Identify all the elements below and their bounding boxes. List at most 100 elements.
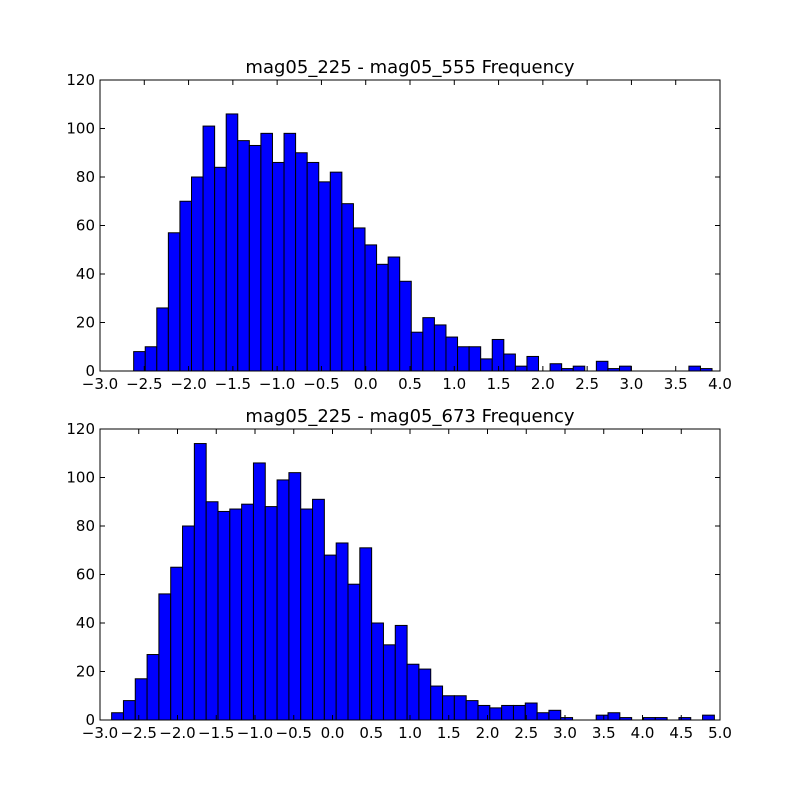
x-tick-label: −1.0 — [259, 375, 295, 393]
histogram-bar — [526, 355, 540, 372]
histogram-bar — [341, 203, 354, 372]
x-tick-label: 1.0 — [398, 724, 422, 742]
histogram-bar — [202, 125, 216, 372]
x-tick-label: −3.0 — [82, 724, 118, 742]
x-tick-label: −2.0 — [159, 724, 195, 742]
y-tick-label: 60 — [76, 217, 95, 235]
histogram-bar — [158, 593, 172, 721]
histogram-panel-top: mag05_225 - mag05_555 Frequency −3.0 −2.5… — [66, 57, 732, 393]
x-tick-label: −2.0 — [170, 375, 206, 393]
histogram-bar — [491, 338, 505, 372]
y-tick-label: 120 — [66, 71, 95, 89]
histogram-bar — [480, 358, 493, 372]
x-tick-label: 3.0 — [619, 375, 643, 393]
histogram-bar — [536, 712, 550, 721]
histogram-bar — [276, 479, 290, 721]
histogram-bar — [229, 508, 243, 721]
x-tick-label: 1.5 — [437, 724, 461, 742]
histogram-bar — [205, 501, 219, 721]
histogram-bar — [182, 525, 195, 721]
histogram-bar — [394, 624, 408, 721]
histogram-bar — [306, 161, 320, 372]
x-tick-label: 3.5 — [664, 375, 688, 393]
histogram-bar — [271, 161, 285, 372]
histogram-bar — [264, 506, 278, 721]
histogram-panel-bottom: mag05_225 - mag05_673 Frequency −3.0 −2.5… — [66, 406, 732, 742]
x-tick-label: −3.0 — [82, 375, 118, 393]
x-tick-label: −0.5 — [303, 375, 339, 393]
histogram-bar — [133, 351, 146, 372]
histogram-bar — [217, 510, 231, 721]
y-tick-label: 40 — [76, 614, 95, 632]
x-tick-label: −2.5 — [121, 724, 157, 742]
x-tick-label: 1.0 — [442, 375, 466, 393]
x-tick-label: 0.0 — [354, 375, 378, 393]
histogram-bar — [430, 685, 444, 721]
histogram-bar — [237, 140, 250, 372]
chart-title-top: mag05_225 - mag05_555 Frequency — [245, 57, 574, 78]
y-tick-label: 20 — [76, 663, 95, 681]
histogram-bar — [688, 365, 701, 372]
x-tick-label: 0.5 — [398, 375, 422, 393]
x-tick-label: −1.5 — [215, 375, 251, 393]
histogram-bar — [406, 663, 420, 721]
x-tick-label: 2.0 — [531, 375, 555, 393]
bars-top — [133, 113, 713, 372]
histogram-bar — [134, 678, 148, 721]
bars-bottom — [111, 443, 715, 721]
histogram-bar — [347, 583, 361, 721]
histogram-bar — [288, 472, 302, 721]
histogram-bar — [607, 712, 621, 721]
histogram-bar — [477, 704, 491, 721]
histogram-bar — [489, 707, 503, 721]
y-tick-label: 80 — [76, 168, 95, 186]
histogram-bar — [352, 227, 366, 372]
y-tick-label: 60 — [76, 566, 95, 584]
x-tick-label: −1.0 — [237, 724, 273, 742]
histogram-bar — [512, 704, 526, 721]
histogram-bar — [170, 566, 184, 721]
histogram-bar — [248, 144, 262, 372]
histogram-bar — [501, 704, 514, 721]
histogram-bar — [193, 443, 207, 721]
histogram-bar — [387, 256, 401, 372]
histogram-bar — [323, 554, 337, 721]
histogram-bar — [260, 132, 273, 372]
y-tick-label: 120 — [66, 420, 95, 438]
histogram-bar — [295, 152, 308, 372]
histogram-bar — [167, 232, 181, 372]
histogram-bar — [144, 346, 158, 372]
x-tick-label: 4.0 — [631, 724, 655, 742]
x-tick-label: 5.0 — [708, 724, 732, 742]
x-tick-label: −0.5 — [276, 724, 312, 742]
chart-title-bottom: mag05_225 - mag05_673 Frequency — [245, 406, 574, 427]
y-tick-label: 0 — [85, 711, 95, 729]
x-tick-label: 2.5 — [514, 724, 538, 742]
histogram-bar — [241, 503, 254, 721]
histogram-bar — [371, 622, 384, 721]
x-tick-label: −1.5 — [198, 724, 234, 742]
y-tick-label: 100 — [66, 120, 95, 138]
y-tick-label: 80 — [76, 517, 95, 535]
histogram-bar — [399, 280, 412, 372]
y-tick-label: 40 — [76, 265, 95, 283]
ticks-bottom: −3.0 −2.5 −2.0 −1.5 −1.0 −0.5 0.0 0.5 1.0 1.5 2.0 2… — [66, 420, 732, 742]
y-tick-label: 20 — [76, 314, 95, 332]
histogram-bar — [418, 668, 432, 721]
y-tick-label: 0 — [85, 362, 95, 380]
histogram-bar — [146, 654, 160, 721]
histogram-bar — [410, 331, 424, 372]
ticks-top: −3.0 −2.5 −2.0 −1.5 −1.0 −0.5 0.0 0.5 1.0 1.5 2.0 2… — [66, 71, 732, 393]
histogram-bar — [179, 200, 192, 372]
histogram-bar — [156, 307, 169, 372]
histogram-bar — [376, 263, 389, 372]
histogram-bar — [422, 317, 435, 372]
histogram-bar — [318, 181, 331, 372]
histogram-bar — [335, 542, 349, 721]
histogram-bar — [111, 712, 124, 721]
histogram-bar — [618, 365, 632, 372]
x-tick-label: 4.5 — [669, 724, 693, 742]
histogram-bar — [300, 508, 314, 721]
x-tick-label: 4.0 — [708, 375, 732, 393]
